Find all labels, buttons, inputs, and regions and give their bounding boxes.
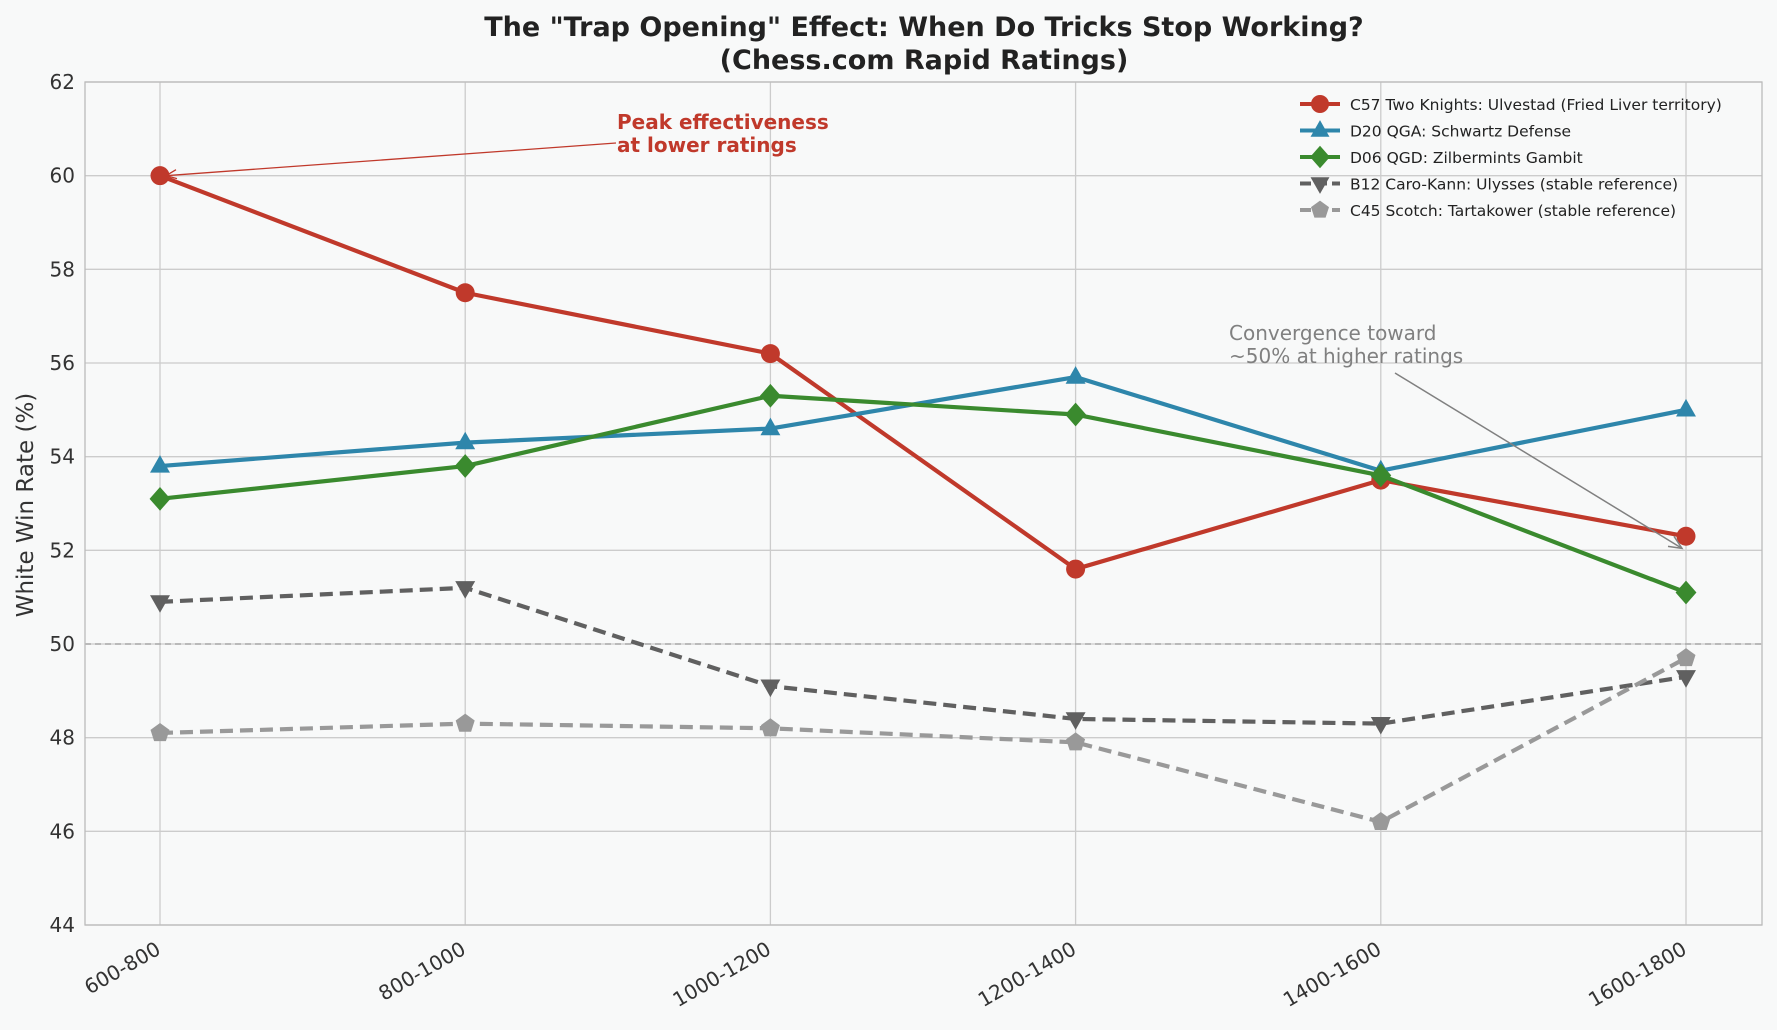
data-point-2-6 [1676,398,1696,417]
annotation-peak-text: Peak effectiveness [617,110,829,134]
data-point-1-6 [1676,526,1696,546]
x-tick-label: 1000-1200 [668,937,774,1012]
annotation-arrowhead-convergence [1667,535,1684,550]
series-4 [150,581,1696,735]
data-point-4-6 [1676,670,1696,688]
data-point-2-1 [150,455,170,473]
y-tick-label: 62 [50,70,75,94]
data-point-1-1 [150,166,170,186]
chart-title: The "Trap Opening" Effect: When Do Trick… [484,12,1363,43]
x-tick-label: 1200-1400 [974,937,1080,1012]
data-point-5-4 [1066,732,1086,751]
x-tick-label: 1400-1600 [1279,937,1385,1012]
data-point-4-1 [150,595,170,613]
data-point-5-5 [1371,812,1391,830]
data-point-5-2 [455,713,475,732]
data-point-5-6 [1676,648,1696,667]
x-tick-label: 600-800 [80,937,164,1000]
data-point-1-2 [455,283,475,303]
x-tick-label: 1600-1800 [1584,937,1690,1012]
plot-background [85,82,1762,925]
legend-marker [1310,145,1330,169]
data-point-2-4 [1065,366,1086,384]
y-tick-label: 50 [50,632,75,656]
data-point-4-5 [1370,716,1391,735]
legend-marker [1311,200,1329,218]
legend-marker [1310,120,1330,137]
series-line [159,173,1687,572]
legend-entry-5: C45 Scotch: Tartakower (stable reference… [1300,200,1676,220]
y-tick-label: 46 [50,819,75,843]
series-line [159,374,1687,473]
series-line [159,585,1687,726]
annotation-arrow-peak [165,142,617,177]
data-point-3-6 [1675,580,1697,605]
legend-label: B12 Caro-Kann: Ulysses (stable reference… [1350,176,1678,194]
y-tick-label: 60 [50,164,75,188]
y-tick-label: 48 [50,726,75,750]
annotation-convergence-text: Convergence toward [1229,321,1436,345]
data-point-5-3 [760,718,780,737]
legend-entry-1: C57 Two Knights: Ulvestad (Fried Liver t… [1300,95,1722,114]
y-tick-label: 56 [50,351,75,375]
data-point-4-4 [1065,712,1086,730]
plot-frame [84,81,1763,926]
legend-entry-3: D06 QGD: Zilbermints Gambit [1300,145,1583,169]
annotation-arrow-convergence [1394,372,1683,549]
annotation-peak-text: at lower ratings [617,133,797,157]
legend-label: C57 Two Knights: Ulvestad (Fried Liver t… [1350,96,1722,114]
series-group [149,166,1697,830]
series-2 [150,366,1696,478]
x-tick-label: 800-1000 [374,937,469,1006]
series-line [159,393,1687,595]
data-point-4-3 [760,679,781,698]
legend-label: C45 Scotch: Tartakower (stable reference… [1350,202,1676,220]
legend-marker [1311,95,1329,113]
legend: C57 Two Knights: Ulvestad (Fried Liver t… [1300,95,1722,220]
y-axis-label: White Win Rate (%) [13,393,39,618]
legend-entry-2: D20 QGA: Schwartz Defense [1300,120,1571,141]
series-5 [150,648,1696,830]
data-point-3-2 [454,454,476,478]
y-tick-label: 58 [50,257,75,281]
annotation-arrowhead-peak [164,169,178,180]
data-point-3-5 [1370,463,1392,488]
legend-label: D20 QGA: Schwartz Defense [1350,123,1571,141]
annotation-convergence-text: ~50% at higher ratings [1229,344,1463,368]
data-point-1-4 [1066,559,1086,579]
data-point-4-2 [455,581,476,599]
data-point-2-3 [760,417,781,436]
data-point-1-3 [760,344,780,364]
data-point-3-1 [149,486,171,511]
series-3 [149,383,1697,605]
y-tick-label: 44 [50,913,75,937]
series-line [159,656,1687,825]
legend-entry-4: B12 Caro-Kann: Ulysses (stable reference… [1300,176,1678,194]
data-point-3-3 [759,383,781,408]
chart-subtitle: (Chess.com Rapid Ratings) [720,45,1129,76]
legend-marker [1310,177,1330,194]
y-tick-label: 54 [50,445,75,469]
y-tick-label: 52 [50,538,75,562]
data-point-2-2 [455,431,476,450]
data-point-3-4 [1065,402,1087,427]
legend-label: D06 QGD: Zilbermints Gambit [1350,149,1583,167]
data-point-5-1 [150,723,170,742]
